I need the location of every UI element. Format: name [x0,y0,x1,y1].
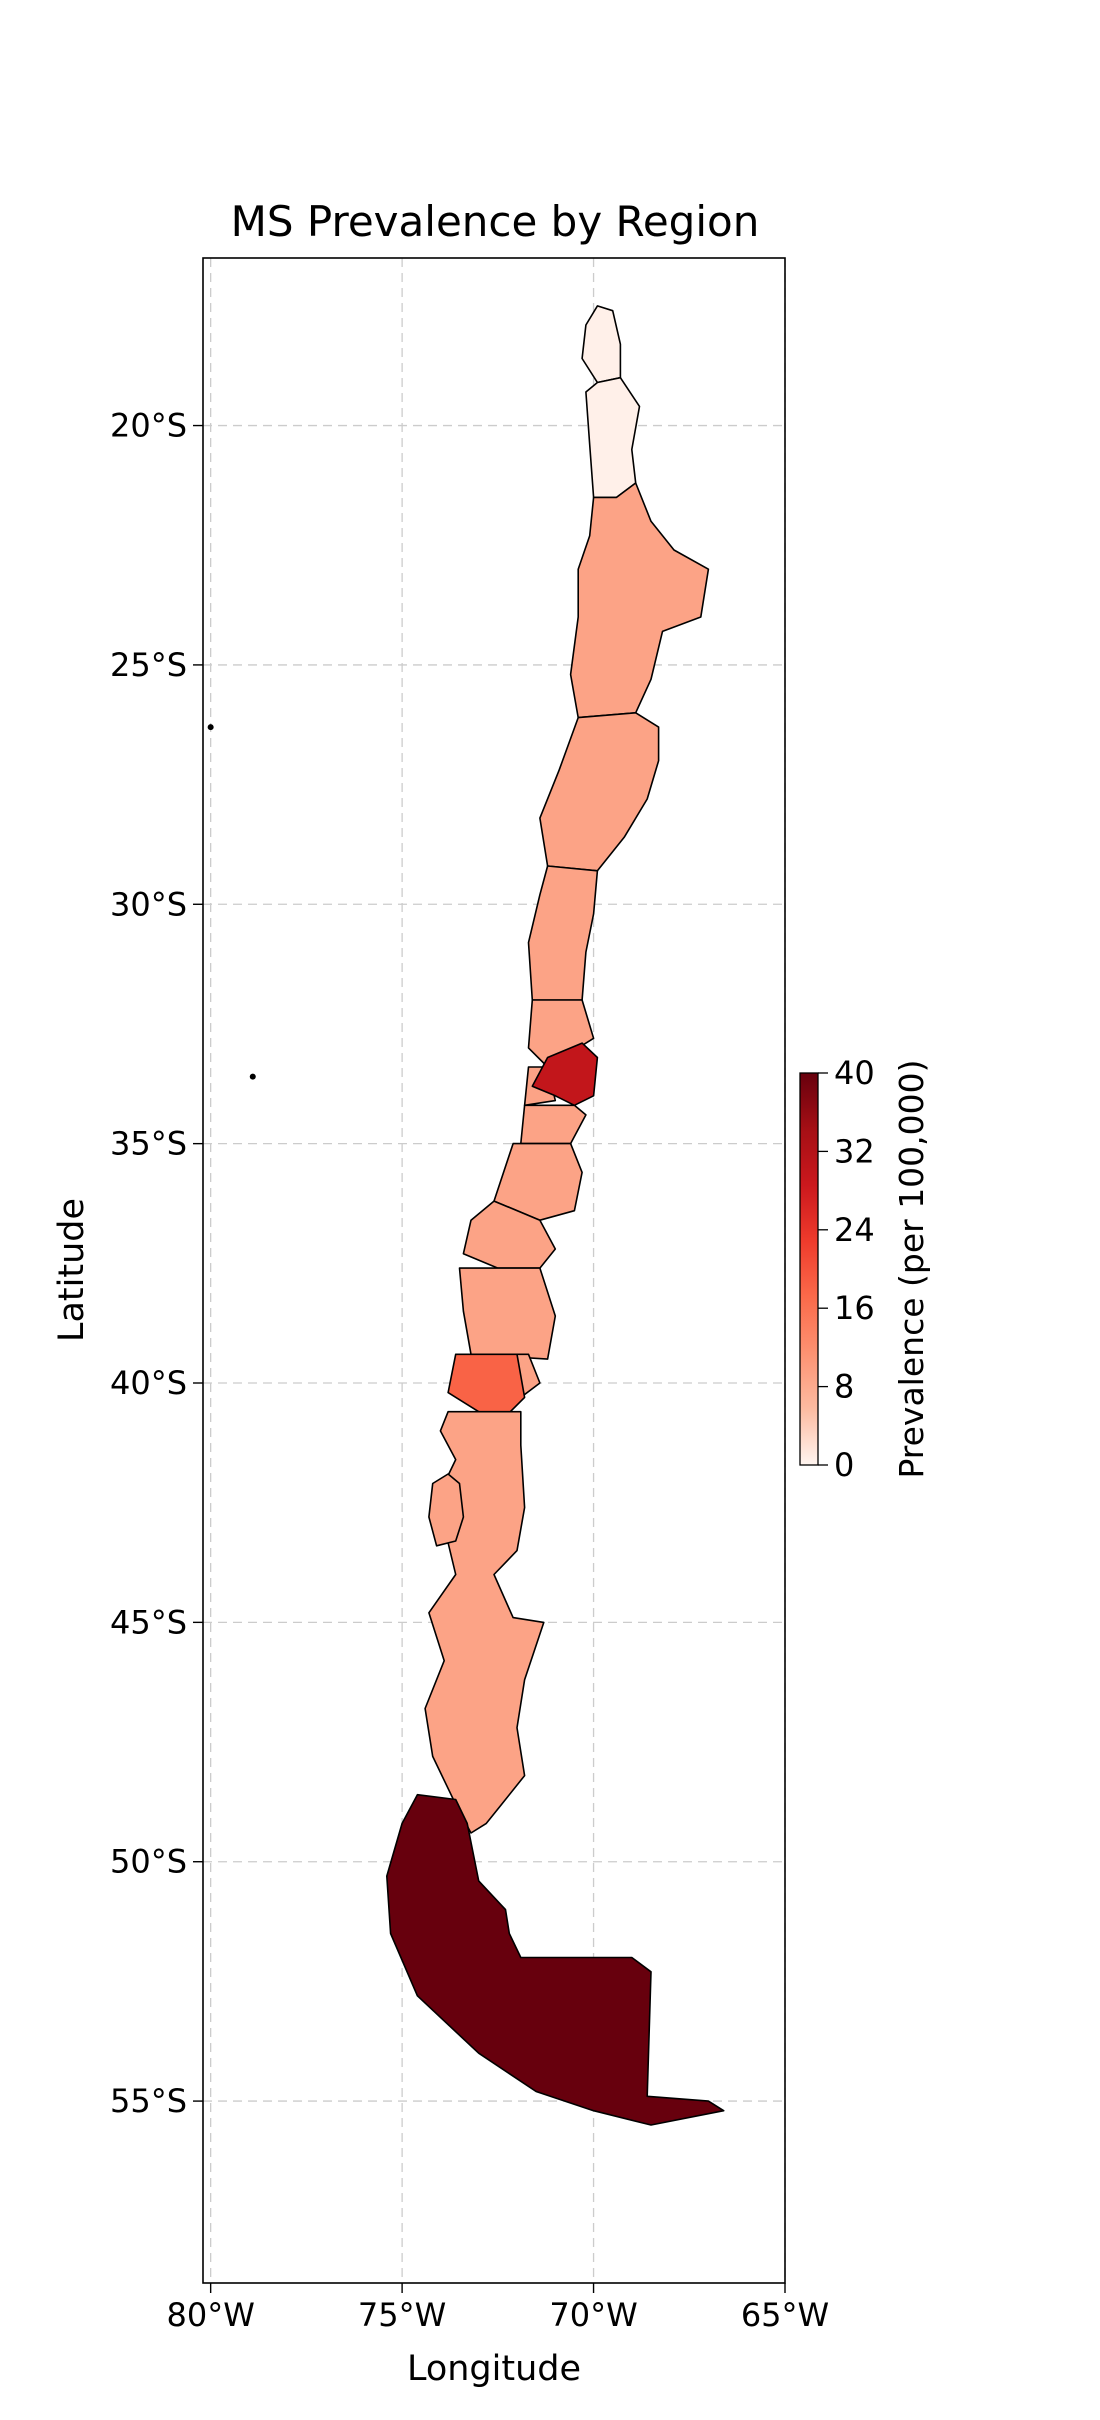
x-tick-label: 65°W [741,2296,829,2334]
colorbar: 0 8 16 24 32 40 Prevalence (per 100,000) [799,1054,931,1484]
y-tick-label: 20°S [110,407,187,445]
y-tick-label: 45°S [110,1603,187,1641]
y-axis-label: Latitude [52,1198,92,1342]
plot-area [202,257,786,2284]
y-tick-label: 35°S [110,1125,187,1163]
colorbar-tick-label: 16 [834,1289,875,1327]
colorbar-tick-label: 24 [834,1211,875,1249]
colorbar-ticks: 0 8 16 24 32 40 [818,1054,875,1484]
region-shape [428,1473,465,1547]
y-tick-label: 30°S [110,885,187,923]
x-axis: 80°W 75°W 70°W 65°W [166,2283,829,2334]
island-marker [207,724,214,731]
x-tick-label: 70°W [549,2296,637,2334]
region-shape [569,482,710,719]
x-axis-label: Longitude [407,2349,581,2389]
y-tick-label: 55°S [110,2082,187,2120]
x-tick-label: 75°W [358,2296,446,2334]
region-shape [531,1042,599,1107]
colorbar-tick-label: 8 [834,1368,854,1406]
colorbar-tick-label: 0 [834,1446,854,1484]
region-shape [520,1104,587,1145]
y-axis: 20°S 25°S 30°S 35°S 40°S 45°S 50°S 55°S [110,407,203,2120]
y-tick-label: 40°S [110,1364,187,1402]
region-shape [386,1793,725,2126]
region-shape [458,1267,557,1360]
colorbar-label: Prevalence (per 100,000) [892,1059,931,1478]
region-shape [539,712,660,872]
region-layer [207,305,725,2126]
x-tick-label: 80°W [166,2296,254,2334]
colorbar-tick-label: 40 [834,1054,875,1092]
chart-title: MS Prevalence by Region [231,197,760,246]
colorbar-tick-label: 32 [834,1132,875,1170]
y-tick-label: 50°S [110,1843,187,1881]
island-marker [249,1073,256,1080]
y-tick-label: 25°S [110,646,187,684]
region-shape [585,376,641,499]
colorbar-gradient [799,1072,819,1466]
plot-frame [202,257,786,2284]
